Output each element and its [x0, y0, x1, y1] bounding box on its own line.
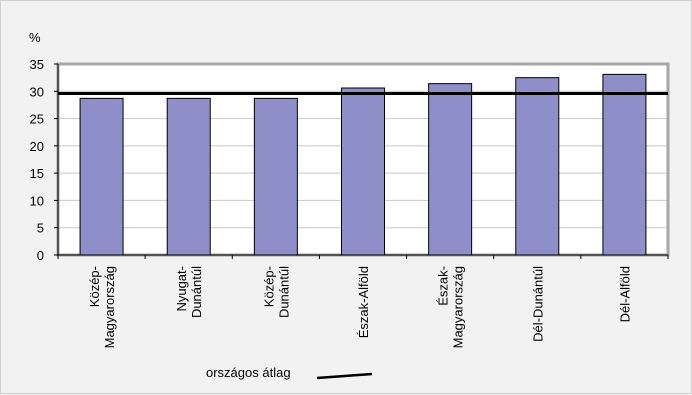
- bar: [428, 83, 473, 256]
- x-category-label: Dél-Alföld: [617, 266, 632, 322]
- bar: [253, 97, 298, 256]
- bar: [341, 87, 385, 256]
- y-tick-label: 0: [37, 248, 44, 263]
- x-category-label: Észak-Alföld: [356, 266, 371, 338]
- y-tick-label: 20: [30, 139, 44, 154]
- x-category-label: Magyarország: [102, 266, 117, 348]
- x-category-label: Magyarország: [451, 266, 466, 348]
- y-tick-label: 15: [30, 166, 44, 181]
- x-category-label: Dunántúl: [276, 266, 291, 318]
- x-category-label: Nyugat-: [174, 266, 189, 312]
- bar: [515, 77, 560, 256]
- y-tick-label: 5: [37, 221, 44, 236]
- x-category-label: Közép-: [261, 266, 276, 307]
- y-tick-label: 30: [30, 84, 44, 99]
- bar: [166, 97, 211, 256]
- x-category-label: Közép-: [87, 266, 102, 307]
- y-tick-label: 10: [30, 193, 44, 208]
- x-category-label: Dél-Dunántúl: [530, 266, 545, 342]
- y-tick-label: 25: [30, 112, 44, 127]
- x-category-label: Észak-: [436, 266, 451, 306]
- bar: [602, 73, 647, 256]
- x-category-label: Dunántúl: [189, 266, 204, 318]
- legend-line-swatch: [316, 372, 373, 380]
- bar: [79, 97, 124, 256]
- y-tick-label: 35: [30, 57, 44, 72]
- y-axis-label: %: [29, 30, 41, 45]
- legend-label: országos átlag: [206, 365, 291, 380]
